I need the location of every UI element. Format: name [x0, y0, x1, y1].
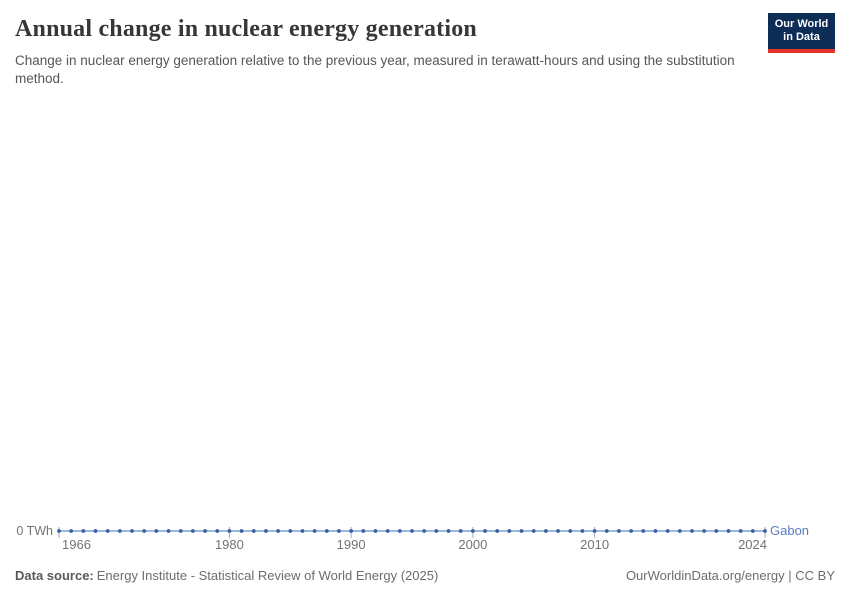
- data-point[interactable]: [702, 529, 707, 533]
- y-axis-zero-label: 0 TWh: [16, 524, 53, 538]
- data-point[interactable]: [653, 529, 658, 533]
- data-point[interactable]: [276, 529, 281, 533]
- data-point[interactable]: [507, 529, 512, 533]
- data-point[interactable]: [543, 529, 548, 533]
- data-point[interactable]: [422, 529, 427, 533]
- data-point[interactable]: [665, 529, 670, 533]
- data-point[interactable]: [288, 529, 293, 533]
- data-point[interactable]: [300, 529, 305, 533]
- chart-footer: Data source: Energy Institute - Statistic…: [15, 568, 835, 584]
- data-point[interactable]: [361, 529, 366, 533]
- data-point[interactable]: [483, 529, 487, 533]
- data-point[interactable]: [93, 529, 98, 533]
- data-point[interactable]: [519, 529, 524, 533]
- data-point[interactable]: [251, 529, 256, 533]
- owid-logo[interactable]: Our World in Data: [768, 13, 835, 53]
- footer-license-link[interactable]: OurWorldinData.org/energy | CC BY: [625, 568, 835, 583]
- data-point[interactable]: [556, 529, 560, 533]
- x-tick-label: 2024: [738, 537, 767, 552]
- data-point[interactable]: [215, 529, 220, 533]
- data-point[interactable]: [629, 529, 634, 533]
- series-label-gabon[interactable]: Gabon: [770, 523, 809, 538]
- data-point[interactable]: [726, 529, 731, 533]
- data-point[interactable]: [69, 529, 74, 533]
- data-point[interactable]: [117, 529, 122, 533]
- data-point[interactable]: [604, 529, 609, 533]
- data-point[interactable]: [495, 529, 500, 533]
- data-point[interactable]: [714, 529, 719, 533]
- data-point[interactable]: [434, 529, 439, 533]
- data-point[interactable]: [57, 529, 61, 533]
- data-point[interactable]: [397, 529, 402, 533]
- data-point[interactable]: [763, 529, 767, 533]
- x-tick-label: 2000: [458, 537, 487, 552]
- data-point[interactable]: [410, 529, 414, 533]
- data-point[interactable]: [349, 529, 354, 533]
- data-point[interactable]: [373, 529, 378, 533]
- data-point[interactable]: [568, 529, 573, 533]
- data-point[interactable]: [227, 529, 232, 533]
- data-point[interactable]: [239, 529, 244, 533]
- data-point[interactable]: [166, 529, 171, 533]
- data-point[interactable]: [190, 529, 195, 533]
- data-point[interactable]: [617, 529, 621, 533]
- x-tick-label: 1990: [337, 537, 366, 552]
- data-point[interactable]: [446, 529, 451, 533]
- data-point[interactable]: [458, 529, 463, 533]
- data-point[interactable]: [105, 529, 110, 533]
- x-tick-label: 1966: [62, 537, 91, 552]
- data-source-label: Data source:: [15, 568, 94, 583]
- data-point[interactable]: [592, 529, 597, 533]
- data-point[interactable]: [337, 529, 341, 533]
- data-point[interactable]: [203, 529, 207, 533]
- page-subtitle: Change in nuclear energy generation rela…: [15, 53, 735, 86]
- owid-logo-line2: in Data: [783, 31, 820, 43]
- x-tick-label: 1980: [215, 537, 244, 552]
- data-point[interactable]: [690, 529, 694, 533]
- page-title: Annual change in nuclear energy generati…: [15, 16, 477, 42]
- data-point[interactable]: [750, 529, 755, 533]
- data-source-note: Data source: Energy Institute - Statistic…: [15, 568, 438, 584]
- data-point[interactable]: [142, 529, 147, 533]
- data-point[interactable]: [154, 529, 159, 533]
- data-point[interactable]: [641, 529, 646, 533]
- data-point[interactable]: [580, 529, 585, 533]
- owid-logo-line1: Our World: [774, 18, 829, 30]
- data-point[interactable]: [738, 529, 743, 533]
- data-point[interactable]: [324, 529, 329, 533]
- data-point[interactable]: [531, 529, 536, 533]
- data-point[interactable]: [178, 529, 183, 533]
- data-point[interactable]: [264, 529, 268, 533]
- data-point[interactable]: [130, 529, 134, 533]
- data-point[interactable]: [385, 529, 390, 533]
- data-point[interactable]: [677, 529, 682, 533]
- data-source-text[interactable]: Energy Institute - Statistical Review of…: [96, 568, 439, 583]
- data-point[interactable]: [470, 529, 475, 533]
- data-point[interactable]: [81, 529, 86, 533]
- x-tick-label: 2010: [580, 537, 609, 552]
- data-point[interactable]: [312, 529, 317, 533]
